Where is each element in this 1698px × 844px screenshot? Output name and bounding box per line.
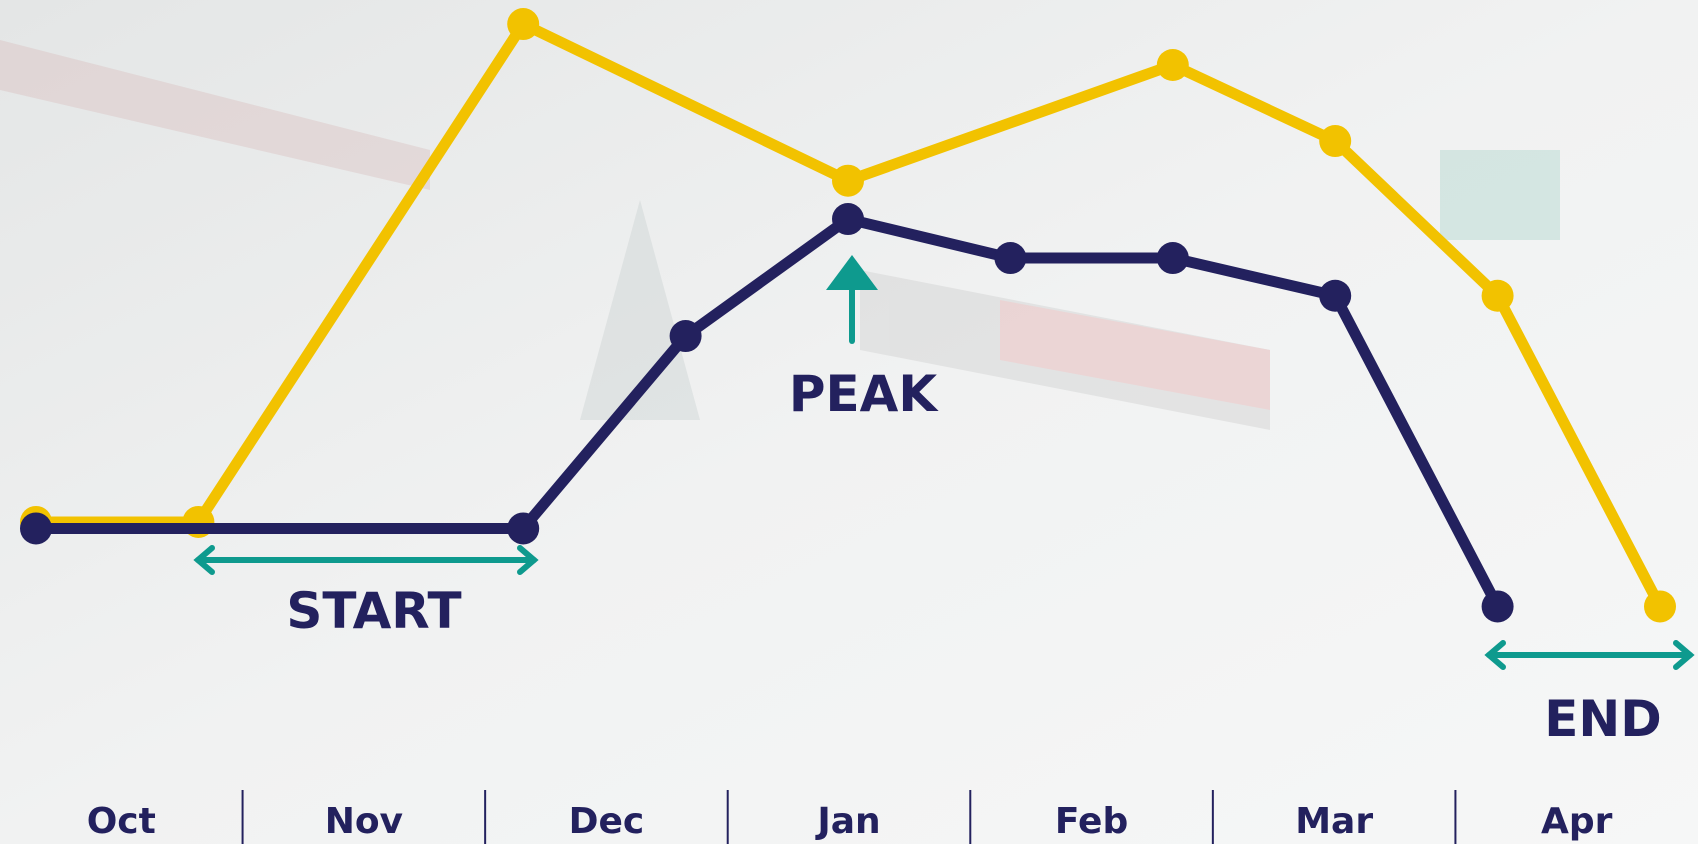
point bbox=[1482, 280, 1514, 312]
point bbox=[994, 242, 1026, 274]
x-tick-label: Apr bbox=[1541, 801, 1613, 842]
chart: START PEAK END Oct Nov Dec Jan Feb Mar Apr bbox=[0, 0, 1698, 844]
annotation: PEAK bbox=[789, 365, 939, 423]
point bbox=[507, 512, 539, 544]
point bbox=[1157, 49, 1189, 81]
point bbox=[1319, 125, 1351, 157]
point bbox=[507, 8, 539, 40]
x-tick-label: Feb bbox=[1055, 801, 1128, 842]
x-tick-label: Nov bbox=[325, 801, 403, 842]
point bbox=[1157, 242, 1189, 274]
x-tick-label: Jan bbox=[814, 801, 880, 842]
point bbox=[832, 165, 864, 197]
point bbox=[832, 203, 864, 235]
x-tick-label: Oct bbox=[87, 801, 156, 842]
point bbox=[670, 320, 702, 352]
point bbox=[1319, 280, 1351, 312]
page: {"chart_data": {"type": "line", "categor… bbox=[0, 0, 1698, 844]
point bbox=[1644, 590, 1676, 622]
point bbox=[20, 512, 52, 544]
x-tick-label: Dec bbox=[569, 801, 645, 842]
annotation: START bbox=[286, 582, 461, 640]
x-tick-label: Mar bbox=[1295, 801, 1373, 842]
point bbox=[1482, 590, 1514, 622]
annotation: END bbox=[1544, 690, 1662, 748]
